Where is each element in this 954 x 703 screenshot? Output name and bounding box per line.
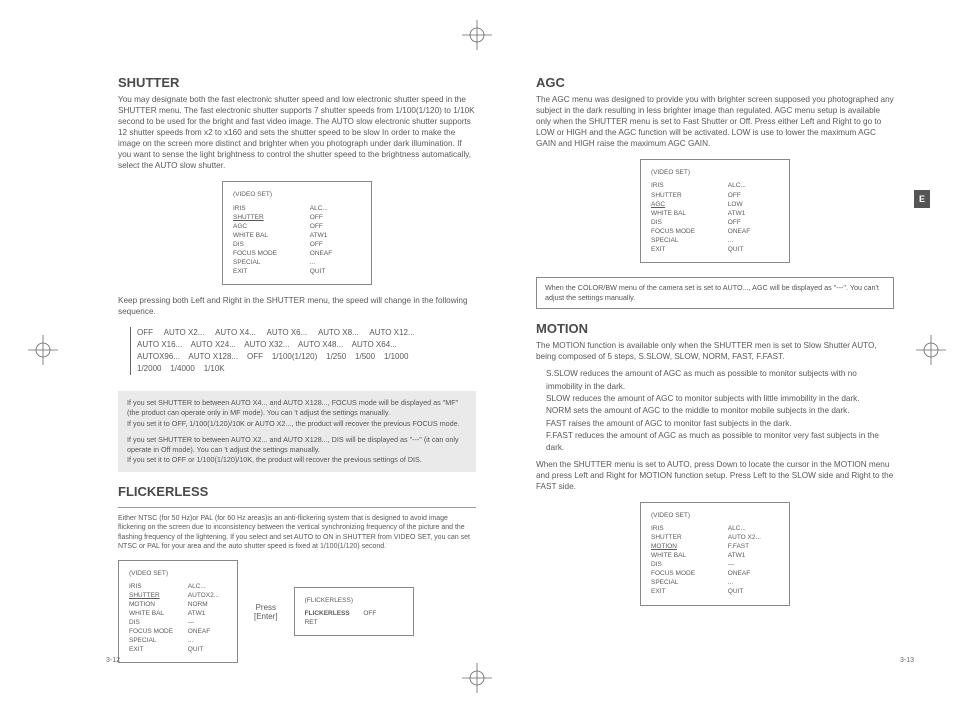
motion-items: S.SLOW reduces the amount of AGC as much… [536, 368, 894, 454]
shutter-note-box: If you set SHUTTER to between AUTO X4...… [118, 391, 476, 471]
agc-menu-box: (VIDEO SET)IRISALC...SHUTTEROFFAGCLOWWHI… [640, 159, 790, 263]
motion-title: MOTION [536, 321, 894, 336]
crop-mark-top [462, 20, 492, 50]
agc-body: The AGC menu was designed to provide you… [536, 94, 894, 149]
shutter-body: You may designate both the fast electron… [118, 94, 476, 171]
flickerless-menu1: (VIDEO SET)IRISALC...SHUTTERAUTOX2...MOT… [118, 560, 238, 664]
flickerless-body: Either NTSC (for 50 Hz)or PAL (for 60 Hz… [118, 514, 476, 552]
agc-note-box: When the COLOR/BW menu of the camera set… [536, 277, 894, 309]
motion-body2: When the SHUTTER menu is set to AUTO, pr… [536, 459, 894, 492]
agc-title: AGC [536, 75, 894, 90]
flickerless-row: (VIDEO SET)IRISALC...SHUTTERAUTOX2...MOT… [118, 560, 476, 664]
right-column: AGC The AGC menu was designed to provide… [536, 75, 894, 663]
flickerless-rule [118, 507, 476, 508]
press-enter-label: Press[Enter] [254, 603, 278, 621]
left-column: SHUTTER You may designate both the fast … [118, 75, 476, 663]
motion-menu-box: (VIDEO SET)IRISALC...SHUTTERAUTO X2...MO… [640, 502, 790, 606]
shutter-title: SHUTTER [118, 75, 476, 90]
shutter-seq-intro: Keep pressing both Left and Right in the… [118, 295, 476, 317]
motion-body1: The MOTION function is available only wh… [536, 340, 894, 362]
flickerless-menu2: (FLICKERLESS)FLICKERLESSOFFRET [294, 587, 414, 636]
language-tab: E [914, 190, 930, 208]
crop-mark-bottom [462, 663, 492, 693]
page-num-right: 3-13 [900, 657, 914, 664]
shutter-seq-box: OFF AUTO X2... AUTO X4... AUTO X6... AUT… [130, 327, 464, 375]
crop-mark-left [28, 335, 58, 365]
shutter-menu-box: (VIDEO SET)IRISALC...SHUTTEROFFAGCOFFWHI… [222, 181, 372, 285]
flickerless-title: FLICKERLESS [118, 484, 476, 499]
crop-mark-right [916, 335, 946, 365]
page-num-left: 3-12 [106, 657, 120, 664]
